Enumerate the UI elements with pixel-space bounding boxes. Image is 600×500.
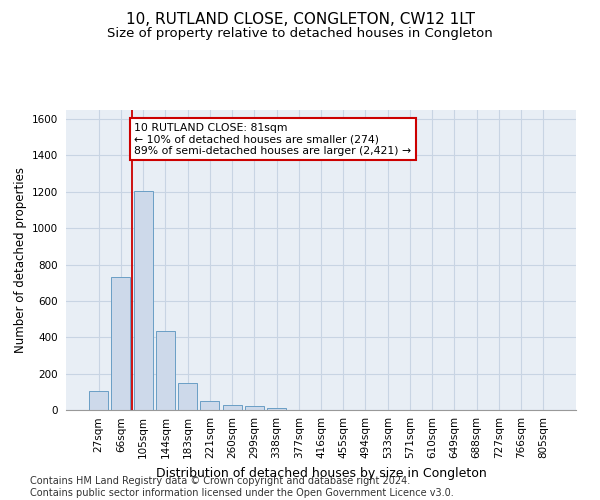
Bar (178, 384, 197, 410)
Bar (112, 278, 130, 410)
Bar (134, 191, 152, 410)
X-axis label: Distribution of detached houses by size in Congleton: Distribution of detached houses by size … (155, 466, 487, 479)
Text: Contains HM Land Registry data © Crown copyright and database right 2024.
Contai: Contains HM Land Registry data © Crown c… (30, 476, 454, 498)
Bar (223, 404, 242, 410)
Bar (89, 390, 108, 410)
Bar (267, 408, 286, 410)
Text: Size of property relative to detached houses in Congleton: Size of property relative to detached ho… (107, 28, 493, 40)
Y-axis label: Number of detached properties: Number of detached properties (14, 167, 26, 353)
Text: 10 RUTLAND CLOSE: 81sqm
← 10% of detached houses are smaller (274)
89% of semi-d: 10 RUTLAND CLOSE: 81sqm ← 10% of detache… (134, 122, 412, 156)
Text: 10, RUTLAND CLOSE, CONGLETON, CW12 1LT: 10, RUTLAND CLOSE, CONGLETON, CW12 1LT (125, 12, 475, 28)
Bar (200, 401, 219, 410)
Bar (245, 406, 264, 410)
Bar (156, 331, 175, 410)
